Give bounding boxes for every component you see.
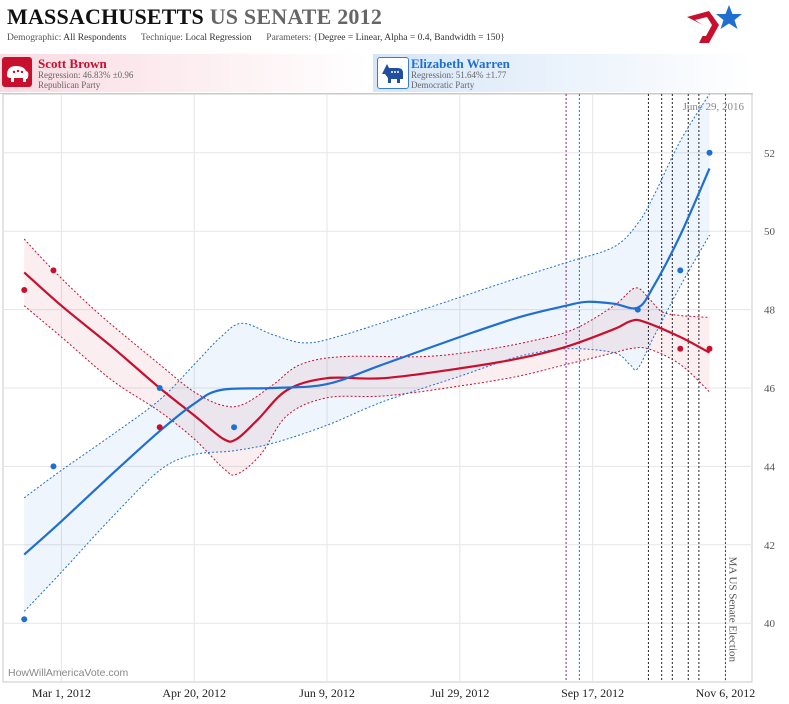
- demographic-value: All Respondents: [63, 33, 127, 43]
- candidate-party: Democratic Party: [411, 80, 475, 90]
- parameters-line: Demographic: All Respondents Technique: …: [7, 33, 505, 43]
- title-state: MASSACHUSETTS: [7, 4, 204, 29]
- title-race: US SENATE 2012: [209, 4, 383, 29]
- x-tick-label: Mar 1, 2012: [32, 686, 91, 700]
- x-tick-label: Apr 20, 2012: [162, 686, 226, 700]
- regression-line: [23, 168, 711, 556]
- site-credit: HowWillAmericaVote.com: [8, 667, 128, 679]
- demographic-label: Demographic:: [7, 33, 62, 43]
- x-tick-label: Sep 17, 2012: [561, 686, 624, 700]
- x-tick-label: Nov 6, 2012: [696, 686, 756, 700]
- band-lower-line: [23, 234, 710, 612]
- y-tick-label: 46: [764, 383, 776, 395]
- candidate-details: Regression: 46.83% ±0.96 Republican Part…: [38, 70, 133, 90]
- band-upper-line: [23, 238, 710, 408]
- poll-point: [677, 267, 684, 274]
- site-logo-icon: [687, 5, 742, 43]
- y-tick-label: 50: [764, 226, 776, 238]
- candidate-card-warren: Elizabeth Warren Regression: 51.64% ±1.7…: [373, 54, 753, 92]
- elephant-icon: [2, 57, 32, 87]
- election-annotation: MA US Senate Election: [726, 557, 738, 663]
- candidate-name: Scott Brown: [38, 56, 107, 71]
- band-lower-line: [23, 305, 710, 476]
- poll-point: [21, 616, 28, 623]
- confidence-band: [24, 94, 710, 612]
- parameters-value: {Degree = Linear, Alpha = 0.4, Bandwidth…: [313, 33, 505, 43]
- poll-point: [21, 287, 28, 293]
- poll-point: [706, 149, 713, 156]
- candidate-details: Regression: 51.64% ±1.77 Democratic Part…: [411, 70, 506, 90]
- poll-point: [634, 306, 641, 313]
- band-upper-line: [23, 93, 710, 499]
- candidate-regression: Regression: 51.64% ±1.77: [411, 70, 507, 80]
- candidate-card-brown: Scott Brown Regression: 46.83% ±0.96 Rep…: [0, 54, 370, 92]
- y-tick-label: 42: [764, 540, 775, 552]
- page-title: MASSACHUSETTS US SENATE 2012: [7, 4, 382, 30]
- date-annotation: June 29, 2016: [683, 101, 745, 113]
- poll-point: [677, 345, 684, 352]
- y-tick-label: 48: [764, 305, 776, 317]
- x-tick-label: Jul 29, 2012: [430, 686, 489, 700]
- candidate-name: Elizabeth Warren: [411, 56, 510, 71]
- candidate-party: Republican Party: [38, 80, 101, 90]
- poll-point: [156, 424, 163, 431]
- y-tick-label: 44: [764, 461, 776, 473]
- poll-point: [231, 424, 238, 431]
- candidate-regression: Regression: 46.83% ±0.96: [38, 70, 134, 80]
- y-tick-label: 52: [764, 148, 775, 160]
- y-tick-label: 40: [764, 618, 776, 630]
- poll-point: [50, 463, 57, 470]
- poll-point: [50, 267, 57, 274]
- header: MASSACHUSETTS US SENATE 2012 Demographic…: [0, 0, 789, 50]
- poll-point: [706, 345, 713, 352]
- technique-label: Technique:: [140, 33, 183, 43]
- poll-point: [156, 385, 163, 391]
- technique-value: Local Regression: [185, 33, 252, 43]
- donkey-icon: [377, 57, 409, 89]
- parameters-label: Parameters:: [266, 33, 312, 43]
- x-tick-label: Jun 9, 2012: [299, 686, 355, 700]
